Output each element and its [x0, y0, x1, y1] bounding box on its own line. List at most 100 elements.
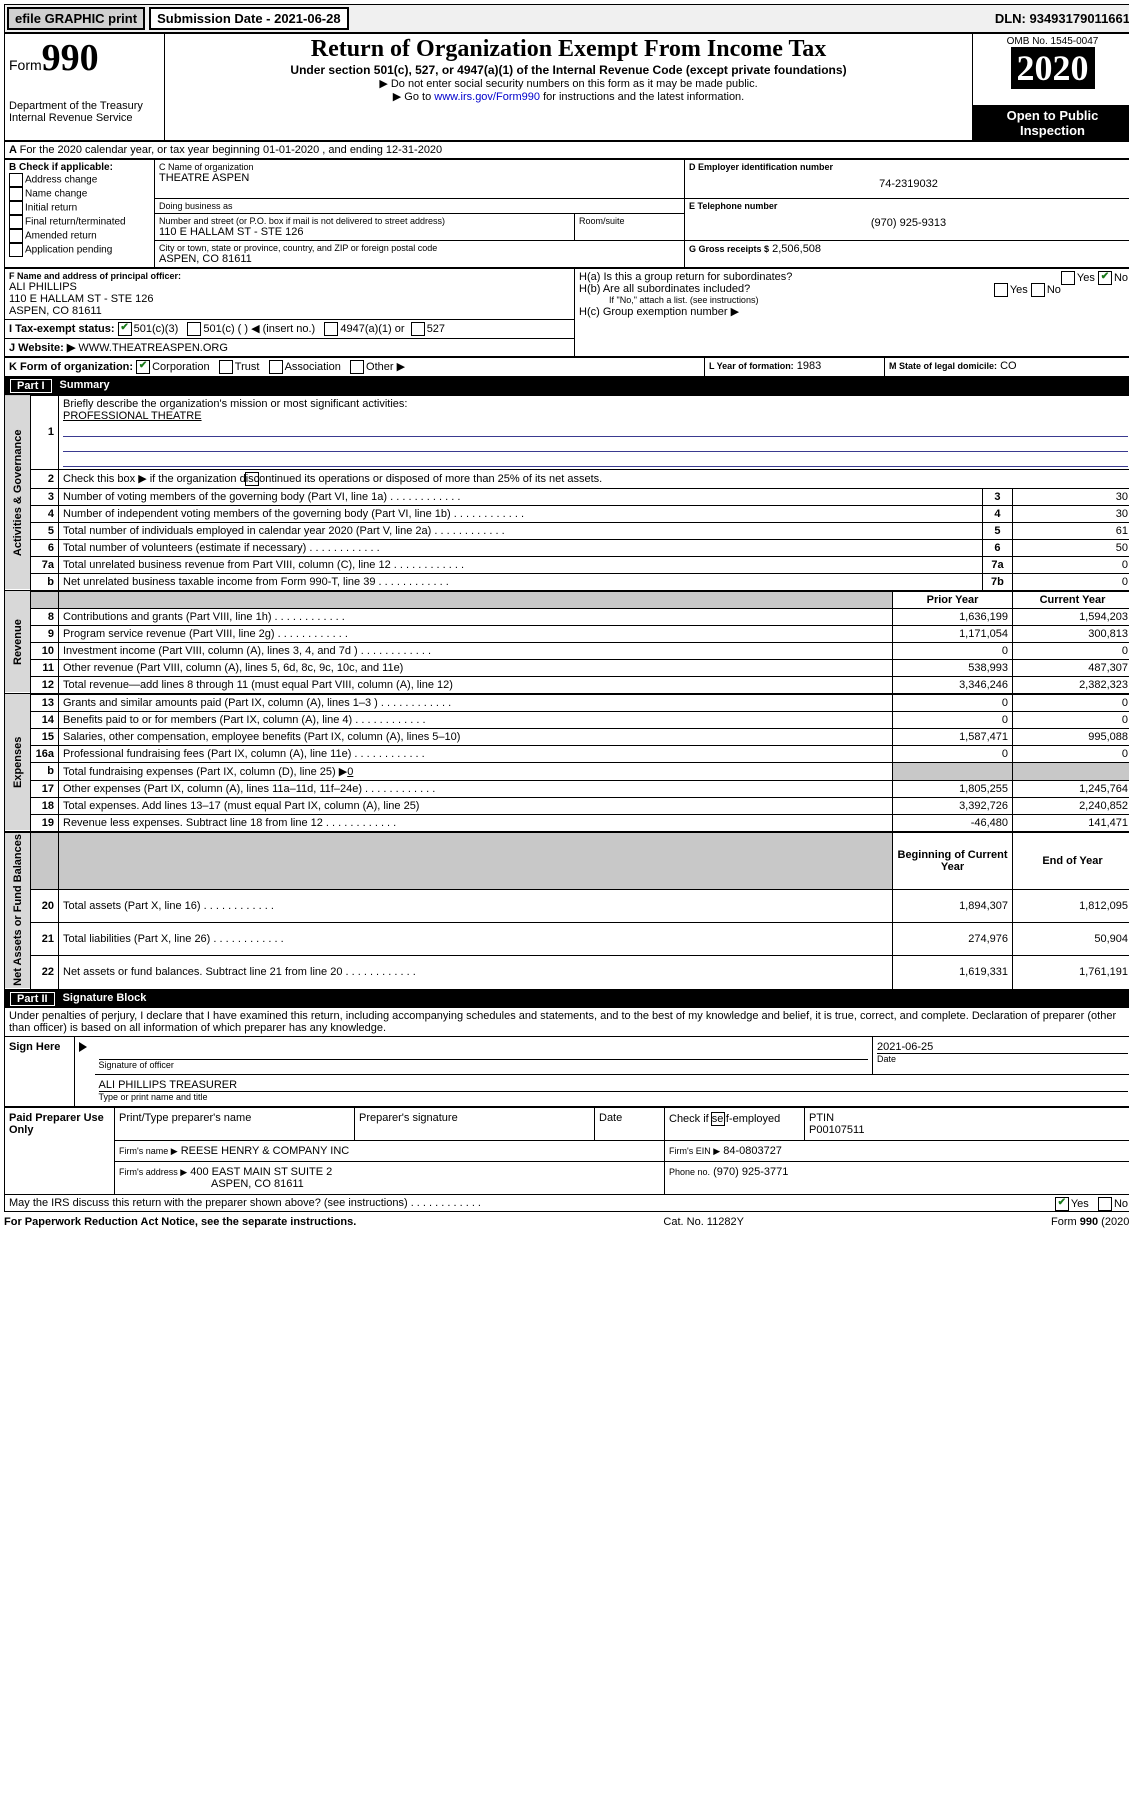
chk-4947[interactable] — [324, 322, 338, 336]
l1-label: Briefly describe the organization's miss… — [63, 398, 407, 410]
open-to-public: Open to Public Inspection — [973, 105, 1129, 140]
p18: 3,392,726 — [893, 797, 1013, 814]
chk-name-change[interactable]: Name change — [9, 187, 150, 201]
l22: Net assets or fund balances. Subtract li… — [59, 956, 893, 989]
p19: -46,480 — [893, 814, 1013, 831]
chk-trust[interactable] — [219, 360, 233, 374]
chk-self-employed[interactable] — [711, 1112, 725, 1126]
firm-addr-label: Firm's address ▶ — [119, 1167, 187, 1177]
page-footer: For Paperwork Reduction Act Notice, see … — [4, 1212, 1129, 1228]
chk-initial-return[interactable]: Initial return — [9, 201, 150, 215]
c19: 141,471 — [1013, 814, 1129, 831]
sign-here-label: Sign Here — [5, 1036, 75, 1106]
v4: 30 — [1012, 505, 1129, 522]
discuss-no[interactable] — [1098, 1197, 1112, 1211]
c12: 2,382,323 — [1013, 676, 1129, 693]
c14: 0 — [1013, 711, 1129, 728]
chk-501c3[interactable] — [118, 322, 132, 336]
chk-other[interactable] — [350, 360, 364, 374]
l2-text: Check this box ▶ if the organization dis… — [59, 469, 1129, 488]
sign-here-table: Sign Here Signature of officer 2021-06-2… — [4, 1036, 1129, 1107]
form990-link[interactable]: www.irs.gov/Form990 — [434, 91, 540, 103]
chk-address-change[interactable]: Address change — [9, 173, 150, 187]
hb-no[interactable] — [1031, 283, 1045, 297]
efile-button[interactable]: efile GRAPHIC print — [7, 7, 145, 30]
prep-sig-hdr: Preparer's signature — [355, 1107, 595, 1140]
officer-addr2: ASPEN, CO 81611 — [9, 305, 570, 317]
hb-row: H(b) Are all subordinates included? Yes … — [579, 283, 1128, 295]
l19: Revenue less expenses. Subtract line 18 … — [59, 814, 893, 831]
room-label: Room/suite — [579, 216, 680, 226]
e-phone-label: E Telephone number — [689, 201, 1128, 211]
chk-amended[interactable]: Amended return — [9, 229, 150, 243]
firm-ein: 84-0803727 — [723, 1145, 782, 1157]
hdr-prior: Prior Year — [893, 591, 1013, 608]
c21: 50,904 — [1013, 922, 1129, 955]
ha-no[interactable] — [1098, 271, 1112, 285]
chk-application[interactable]: Application pending — [9, 243, 150, 257]
part1-bar: Part I Summary — [4, 377, 1129, 395]
l4-text: Number of independent voting members of … — [59, 505, 983, 522]
footer-right: Form 990 (2020) — [1051, 1216, 1129, 1228]
dba-label: Doing business as — [159, 201, 680, 211]
part2-bar: Part II Signature Block — [4, 990, 1129, 1008]
chk-final-return[interactable]: Final return/terminated — [9, 215, 150, 229]
j-row: J Website: ▶ WWW.THEATREASPEN.ORG — [5, 338, 575, 356]
org-name: THEATRE ASPEN — [159, 172, 680, 184]
l7a-text: Total unrelated business revenue from Pa… — [59, 556, 983, 573]
ha-yes[interactable] — [1061, 271, 1075, 285]
prep-name-hdr: Print/Type preparer's name — [115, 1107, 355, 1140]
p8: 1,636,199 — [893, 608, 1013, 625]
p13: 0 — [893, 694, 1013, 711]
l18: Total expenses. Add lines 13–17 (must eq… — [59, 797, 893, 814]
nab-table: Net Assets or Fund Balances Beginning of… — [4, 832, 1129, 990]
sig-officer-label: Signature of officer — [99, 1059, 869, 1070]
c11: 487,307 — [1013, 659, 1129, 676]
hc-row: H(c) Group exemption number ▶ — [579, 305, 1128, 318]
form-subtitle: Under section 501(c), 527, or 4947(a)(1)… — [169, 63, 968, 77]
c9: 300,813 — [1013, 625, 1129, 642]
c10: 0 — [1013, 642, 1129, 659]
ptin-value: P00107511 — [809, 1124, 864, 1136]
m-label: M State of legal domicile: — [889, 361, 997, 371]
chk-527[interactable] — [411, 322, 425, 336]
c8: 1,594,203 — [1013, 608, 1129, 625]
p12: 3,346,246 — [893, 676, 1013, 693]
omb-number: OMB No. 1545-0047 — [977, 36, 1128, 47]
chk-association[interactable] — [269, 360, 283, 374]
p16a: 0 — [893, 745, 1013, 762]
p9: 1,171,054 — [893, 625, 1013, 642]
line-a: A For the 2020 calendar year, or tax yea… — [4, 141, 1129, 159]
c22: 1,761,191 — [1013, 956, 1129, 989]
side-rev: Revenue — [5, 591, 31, 693]
hdr-end: End of Year — [1013, 832, 1129, 889]
city-label: City or town, state or province, country… — [159, 243, 680, 253]
discuss-yes[interactable] — [1055, 1197, 1069, 1211]
c20: 1,812,095 — [1013, 889, 1129, 922]
l3-text: Number of voting members of the governin… — [59, 488, 983, 505]
hb-yes[interactable] — [994, 283, 1008, 297]
p21: 274,976 — [893, 922, 1013, 955]
c-name-label: C Name of organization — [159, 162, 680, 172]
chk-corporation[interactable] — [136, 360, 150, 374]
p22: 1,619,331 — [893, 956, 1013, 989]
part1-title: Summary — [60, 379, 110, 393]
p10: 0 — [893, 642, 1013, 659]
note-goto: ▶ Go to www.irs.gov/Form990 for instruct… — [169, 90, 968, 103]
chk-discontinued[interactable] — [245, 472, 259, 486]
year-formation: 1983 — [797, 360, 821, 372]
tax-year: 2020 — [1011, 47, 1095, 89]
chk-501c[interactable] — [187, 322, 201, 336]
ag-table: Activities & Governance 1 Briefly descri… — [4, 395, 1129, 591]
name-title-label: Type or print name and title — [99, 1091, 1129, 1102]
v7b: 0 — [1012, 573, 1129, 590]
firm-name-label: Firm's name ▶ — [119, 1146, 178, 1156]
l16b: Total fundraising expenses (Part IX, col… — [59, 762, 893, 780]
officer-addr1: 110 E HALLAM ST - STE 126 — [9, 293, 570, 305]
note-ssn: ▶ Do not enter social security numbers o… — [169, 77, 968, 90]
paid-preparer-label: Paid Preparer Use Only — [5, 1107, 115, 1194]
hdr-curr: Current Year — [1013, 591, 1129, 608]
f-h-block: F Name and address of principal officer:… — [4, 268, 1129, 357]
box-b-label: B Check if applicable: — [9, 162, 150, 173]
sign-date: 2021-06-25 — [877, 1041, 1128, 1053]
